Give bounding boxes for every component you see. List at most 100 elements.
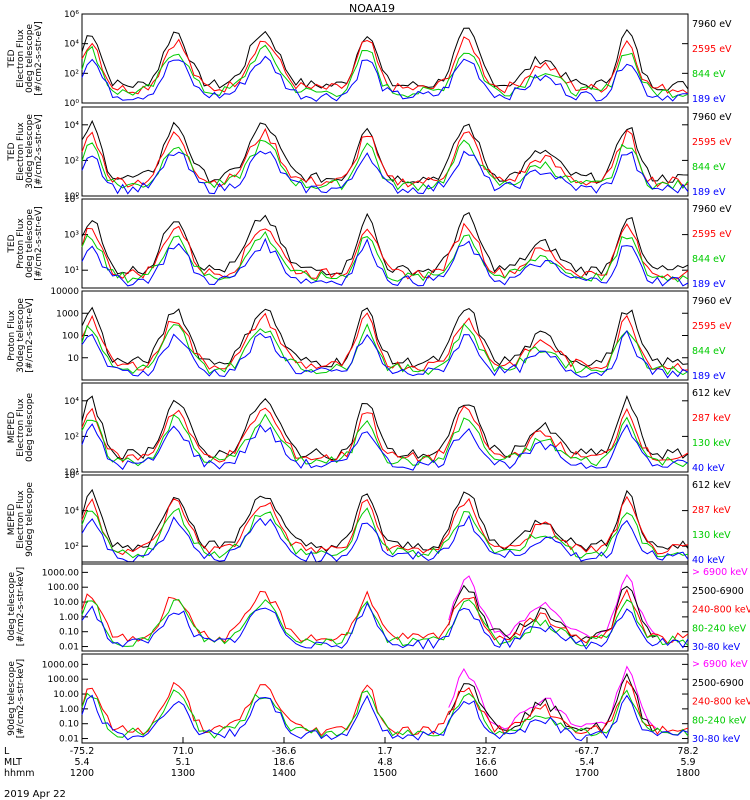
series-line	[81, 312, 689, 372]
y-axis-label: Electron Flux	[16, 29, 26, 88]
y-tick-label: 10¹	[64, 468, 79, 478]
y-tick-label: 10	[68, 354, 80, 364]
legend-entry: 7960 eV	[692, 112, 732, 123]
y-tick-label: 10⁶	[64, 471, 79, 481]
legend-entry: 2595 eV	[692, 44, 732, 55]
panel-6: 10² 10⁴ 10⁶ MEPED Electron Flux 90deg telesco…	[7, 471, 731, 566]
legend-entry: 80-240 keV	[692, 715, 747, 726]
legend-entry: 7960 eV	[692, 296, 732, 307]
legend-entry: 7960 eV	[692, 19, 732, 30]
legend-entry: > 6900 keV	[692, 567, 748, 578]
y-tick-label: 1.00	[59, 705, 79, 715]
series-line	[81, 694, 689, 742]
series-line	[448, 573, 658, 639]
panel-4: 10 100 1000 10000 Proton Flux 30deg telescope…	[7, 287, 732, 382]
y-axis-label: 0deg telescope	[7, 572, 17, 642]
series-line	[81, 150, 689, 195]
legend-entry: 240-800 keV	[692, 605, 750, 616]
y-tick-label: 10²	[64, 432, 79, 442]
series-line	[81, 507, 689, 559]
x-tick-label: 5.9	[680, 757, 695, 768]
legend-entry: 40 keV	[692, 555, 725, 566]
y-tick-label: 100.00	[48, 675, 80, 685]
series-line	[448, 672, 658, 733]
y-axis-label: 0deg telescope	[25, 393, 35, 463]
series-line	[81, 237, 689, 287]
y-axis-label: 0deg telescope	[25, 209, 35, 279]
y-tick-label: 10²	[64, 69, 79, 79]
legend-entry: 240-800 keV	[692, 697, 750, 708]
panel-7: 0.01 0.10 1.00 10.00 100.00 1000.00 0deg teles…	[7, 561, 750, 653]
y-tick-label: 10⁴	[64, 121, 79, 131]
x-tick-label: 1300	[171, 768, 195, 779]
series-line	[81, 36, 689, 95]
legend-entry: 130 keV	[692, 530, 731, 541]
series-line	[81, 602, 689, 650]
x-tick-label: 32.7	[475, 746, 496, 757]
series-line	[448, 584, 658, 641]
y-tick-label: 1000.00	[42, 660, 79, 670]
plot-frame	[81, 561, 689, 652]
y-axis-label: Proton Flux	[16, 218, 26, 269]
legend-entry: 844 eV	[692, 346, 726, 357]
x-tick-label: 5.1	[175, 757, 190, 768]
x-tick-label: 18.6	[273, 757, 294, 768]
series-line	[81, 322, 689, 376]
y-axis-label: 90deg telescope	[7, 661, 17, 736]
x-tick-label: 1400	[272, 768, 296, 779]
y-axis-label: [#/cm2-s-str-keV]	[16, 567, 26, 646]
x-tick-label: 1700	[575, 768, 599, 779]
plot-frame	[81, 653, 689, 744]
legend-entry: 40 keV	[692, 463, 725, 474]
y-tick-label: 100.00	[48, 583, 80, 593]
chart-title: NOAA19	[349, 2, 395, 15]
y-axis-label: [#/cm2-s-str-keV]	[16, 659, 26, 738]
panel-2: 10⁰ 10² 10⁴ TED Electron Flux 30deg telescope…	[7, 106, 732, 202]
y-axis-label: TED	[7, 234, 17, 253]
legend-entry: 2500-6900	[692, 586, 744, 597]
y-axis-label: [#/cm2-s-str-eV]	[25, 298, 35, 373]
y-tick-label: 10¹	[64, 266, 79, 276]
y-tick-label: 10.00	[53, 690, 79, 700]
y-axis-label: [#/cm2-s-str-eV]	[34, 206, 44, 281]
panel-8: 0.01 0.10 1.00 10.00 100.00 1000.00 90deg tele…	[7, 653, 750, 745]
legend-entry: 30-80 keV	[692, 642, 741, 653]
series-line	[81, 488, 689, 553]
legend-entry: 2595 eV	[692, 137, 732, 148]
series-line	[81, 413, 689, 468]
series-line	[81, 119, 689, 184]
series-line	[81, 306, 689, 368]
series-line	[81, 405, 689, 463]
panel-1: 10⁰ 10² 10⁴ 10⁶ TED Electron Flux 0deg telesco…	[7, 10, 732, 109]
x-tick-label: -36.6	[272, 746, 297, 757]
y-tick-label: 0.10	[59, 628, 79, 638]
y-tick-label: 10²	[64, 542, 79, 552]
y-axis-label: 30deg telescope	[16, 298, 26, 373]
legend-entry: 287 keV	[692, 505, 731, 516]
x-tick-label: 5.4	[579, 757, 594, 768]
x-tick-label: 1200	[70, 768, 94, 779]
series-line	[81, 127, 689, 188]
series-line	[81, 222, 689, 280]
legend-entry: 844 eV	[692, 69, 726, 80]
legend-entry: 80-240 keV	[692, 623, 747, 634]
y-axis-label: Electron Flux	[16, 398, 26, 457]
series-line	[81, 423, 689, 471]
y-axis-label: TED	[7, 49, 17, 68]
panel-3: 10¹ 10³ 10⁵ TED Proton Flux 0deg telescope [#/…	[7, 195, 732, 290]
x-tick-label: 1.7	[377, 746, 392, 757]
y-axis-label: 90deg telescope	[25, 482, 35, 557]
y-tick-label: 10⁶	[64, 10, 79, 20]
y-tick-label: 10.00	[53, 598, 79, 608]
y-axis-label: Electron Flux	[16, 490, 26, 549]
legend-entry: 2595 eV	[692, 229, 732, 240]
legend-entry: 189 eV	[692, 187, 726, 198]
legend-entry: 189 eV	[692, 371, 726, 382]
legend-entry: 2500-6900	[692, 678, 744, 689]
y-tick-label: 10³	[64, 231, 79, 241]
y-axis-label: [#/cm2-s-str-eV]	[34, 21, 44, 96]
y-tick-label: 1000	[56, 309, 79, 319]
y-tick-label: 1000.00	[42, 568, 79, 578]
y-tick-label: 10⁰	[64, 99, 79, 109]
series-line	[81, 329, 689, 379]
